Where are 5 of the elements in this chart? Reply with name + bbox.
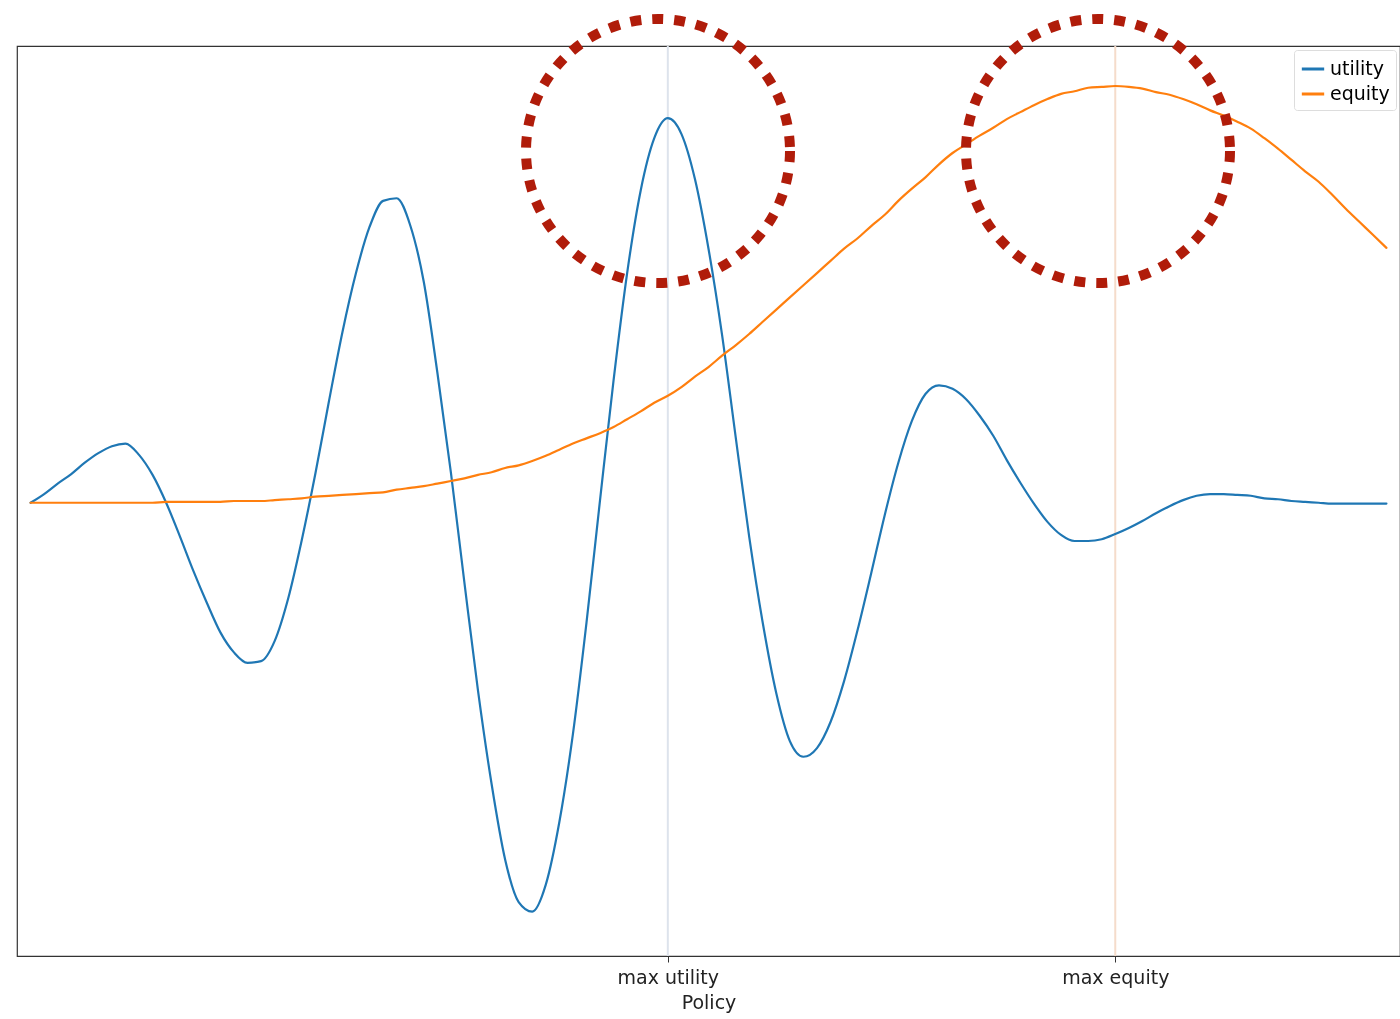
legend-label: utility [1330, 57, 1385, 79]
x-tick-label: max equity [1062, 965, 1170, 988]
x-axis-title: Policy [681, 990, 737, 1013]
legend-label: equity [1330, 82, 1390, 104]
x-tick-label: max utility [617, 965, 720, 988]
